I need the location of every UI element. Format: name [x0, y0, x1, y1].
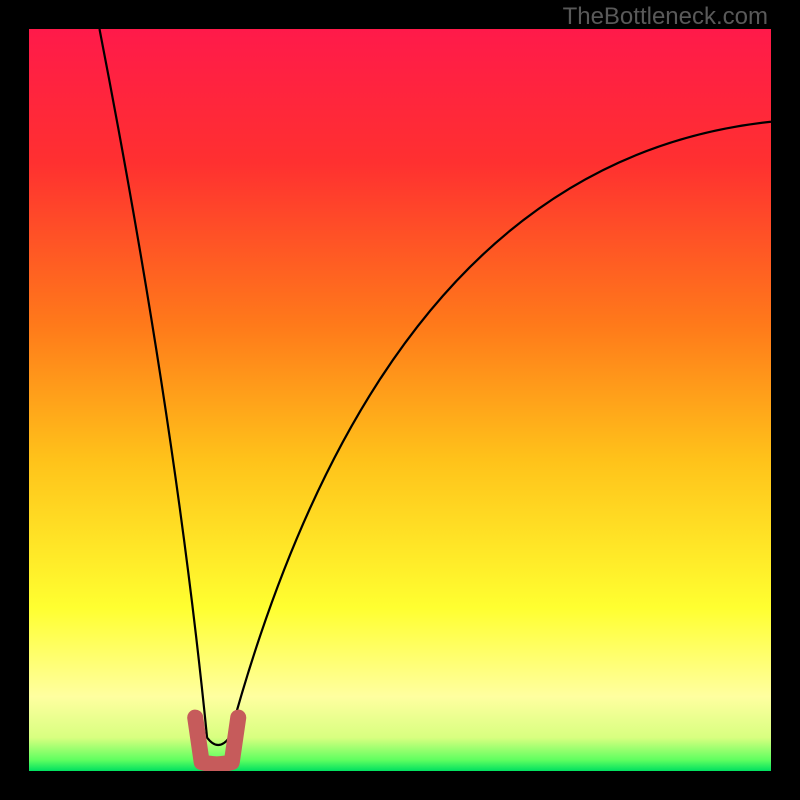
- watermark-text: TheBottleneck.com: [563, 3, 768, 31]
- chart-canvas: TheBottleneck.com: [0, 0, 800, 800]
- bottleneck-chart: [0, 0, 800, 800]
- gradient-background: [29, 29, 771, 771]
